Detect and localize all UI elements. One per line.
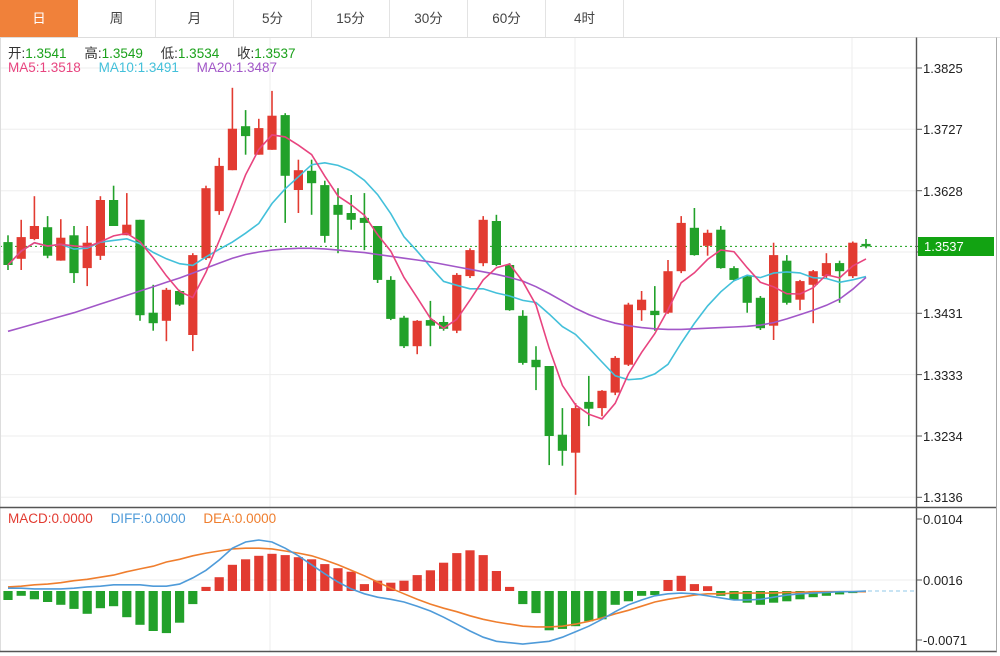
price-axis-label: 1.3136: [923, 490, 963, 506]
ma20-value: 1.3487: [235, 60, 277, 75]
ma5-label: MA5:: [8, 60, 40, 75]
diff-label: DIFF:: [110, 511, 145, 526]
macd-label: MACD:: [8, 511, 52, 526]
macd-axis-label: 0.0104: [923, 512, 963, 527]
diff-value: 0.0000: [144, 511, 186, 526]
tab-4hour[interactable]: 4时: [546, 0, 624, 37]
tab-60min[interactable]: 60分: [468, 0, 546, 37]
macd-legend: MACD:0.0000 DIFF:0.0000 DEA:0.0000: [8, 511, 290, 526]
ohlc-legend: 开:1.3541 高:1.3549 低:1.3534 收:1.3537: [8, 42, 310, 62]
tab-30min[interactable]: 30分: [390, 0, 468, 37]
ma10-value: 1.3491: [137, 60, 179, 75]
low-label: 低:: [160, 46, 178, 61]
dea-value: 0.0000: [234, 511, 277, 526]
low-value: 1.3534: [177, 46, 220, 61]
timeframe-tab-bar: 日周月 5分 15分 30分 60分 4时: [0, 0, 1000, 38]
ma10-label: MA10:: [98, 60, 138, 75]
tab-day[interactable]: 日: [0, 0, 78, 37]
open-label: 开:: [8, 46, 26, 61]
macd-axis-label: -0.0071: [923, 633, 968, 648]
ma-legend: MA5:1.3518 MA10:1.3491 MA20:1.3487: [8, 60, 291, 75]
high-label: 高:: [84, 46, 102, 61]
tab-week[interactable]: 周: [78, 0, 156, 37]
price-axis-label: 1.3431: [923, 306, 963, 322]
high-value: 1.3549: [101, 46, 143, 61]
price-axis-label: 1.3825: [923, 61, 963, 76]
tab-15min[interactable]: 15分: [312, 0, 390, 37]
macd-axis-label: 0.0016: [923, 573, 963, 588]
macd-value: 0.0000: [51, 511, 93, 526]
tab-month[interactable]: 月: [156, 0, 234, 37]
price-axis-label: 1.3628: [923, 183, 963, 199]
open-value: 1.3541: [25, 46, 67, 61]
close-label: 收:: [236, 46, 255, 61]
close-value: 1.3537: [254, 46, 296, 61]
current-price-tag: 1.3537: [918, 237, 994, 256]
dea-label: DEA:: [203, 511, 235, 526]
ma20-label: MA20:: [196, 60, 236, 75]
price-axis-label: 1.3234: [923, 428, 963, 444]
price-axis-label: 1.3333: [923, 367, 963, 383]
ma5-value: 1.3518: [39, 60, 81, 75]
tab-5min[interactable]: 5分: [234, 0, 312, 37]
price-axis-label: 1.3727: [923, 122, 963, 138]
